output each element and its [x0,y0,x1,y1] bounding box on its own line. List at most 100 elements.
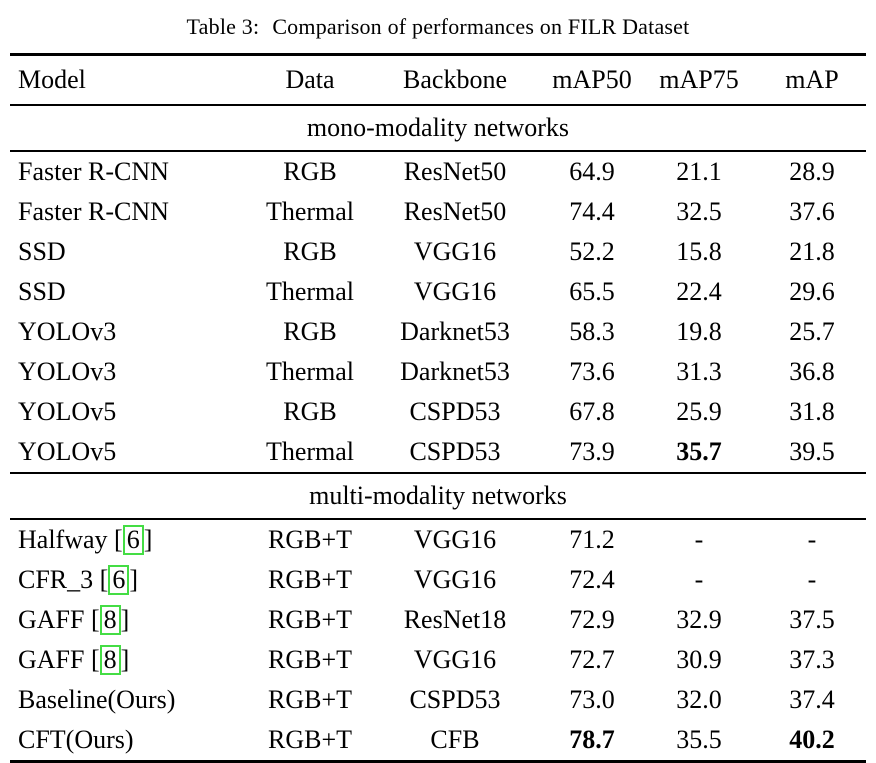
model-name: CFR_3 [18,565,94,594]
data-cell: RGB+T [267,525,352,554]
table-row: SSD Thermal VGG16 65.5 22.4 29.6 [10,272,866,312]
map50-cell: 73.6 [569,357,615,386]
backbone-cell: ResNet50 [403,157,507,186]
map75-cell: 25.9 [676,397,722,426]
map-cell: 25.7 [789,317,835,346]
map50-cell: 64.9 [569,157,615,186]
model-name: GAFF [18,605,85,634]
model-name: GAFF [18,645,85,674]
map75-cell: 32.9 [676,605,722,634]
data-cell: RGB [283,317,337,346]
map-cell: 31.8 [789,397,835,426]
map50-cell: 72.4 [569,565,615,594]
map-cell: - [807,565,817,594]
backbone-cell: ResNet50 [403,197,507,226]
map75-cell: 22.4 [676,277,722,306]
col-header-map: mAP [758,54,866,106]
model-cell: YOLOv5 [10,392,254,432]
model-name: Faster R-CNN [18,157,169,186]
citation-link[interactable]: 6 [122,525,144,555]
model-name: YOLOv3 [18,357,117,386]
backbone-cell: Darknet53 [400,357,510,386]
model-cell: SSD [10,272,254,312]
model-cell: GAFF [8] [18,645,130,675]
model-cell: YOLOv3 [10,312,254,352]
model-cell: Baseline(Ours) [10,680,254,720]
model-cell: YOLOv3 [10,352,254,392]
map50-cell: 73.0 [569,685,615,714]
map50-cell: 74.4 [569,197,615,226]
map75-cell: 35.7 [676,437,722,466]
citation-link[interactable]: 8 [99,605,121,635]
map75-cell: - [694,525,704,554]
backbone-cell: VGG16 [413,565,497,594]
map-cell: 37.6 [789,197,835,226]
map-cell: 37.3 [789,645,835,674]
map75-cell: 31.3 [676,357,722,386]
backbone-cell: VGG16 [413,525,497,554]
section-row: multi-modality networks [10,472,866,520]
map-cell: 40.2 [789,725,835,754]
results-table: Model Data Backbone mAP50 mAP75 mAP mono… [10,53,866,763]
table-row: Baseline(Ours) RGB+T CSPD53 73.0 32.0 37.4 [10,680,866,720]
table-row: YOLOv5 Thermal CSPD53 73.9 35.7 39.5 [10,432,866,473]
table-row: Faster R-CNN RGB ResNet50 64.9 21.1 28.9 [10,151,866,192]
backbone-cell: CSPD53 [409,437,501,466]
map50-cell: 72.7 [569,645,615,674]
map75-cell: 30.9 [676,645,722,674]
backbone-cell: Darknet53 [400,317,510,346]
section-header: multi-modality networks [10,472,866,520]
map50-cell: 52.2 [569,237,615,266]
backbone-cell: CSPD53 [409,397,501,426]
model-cell: CFT(Ours) [10,720,254,762]
data-cell: RGB [283,157,337,186]
map75-cell: 19.8 [676,317,722,346]
citation-link[interactable]: 8 [99,645,121,675]
map50-cell: 65.5 [569,277,615,306]
data-cell: Thermal [265,197,355,226]
map-cell: - [807,525,817,554]
model-name: CFT(Ours) [18,725,134,754]
backbone-cell: VGG16 [413,237,497,266]
map75-cell: 15.8 [676,237,722,266]
table-row: SSD RGB VGG16 52.2 15.8 21.8 [10,232,866,272]
table-row: Faster R-CNN Thermal ResNet50 74.4 32.5 37.6 [10,192,866,232]
model-name: Halfway [18,525,108,554]
model-cell: SSD [10,232,254,272]
map-cell: 39.5 [789,437,835,466]
data-cell: RGB+T [267,565,352,594]
model-cell: CFR_3 [6] [18,565,138,595]
col-header-map50: mAP50 [544,54,640,106]
map75-cell: 35.5 [676,725,722,754]
model-name: YOLOv5 [18,437,117,466]
map75-cell: 21.1 [676,157,722,186]
caption-text: Comparison of performances on FILR Datas… [272,14,690,39]
model-name: YOLOv5 [18,397,117,426]
data-cell: RGB [283,237,337,266]
map50-cell: 58.3 [569,317,615,346]
map-cell: 28.9 [789,157,835,186]
col-header-model: Model [10,54,254,106]
data-cell: RGB [283,397,337,426]
map50-cell: 73.9 [569,437,615,466]
section-row: mono-modality networks [10,104,866,152]
data-cell: RGB+T [267,725,352,754]
col-header-backbone: Backbone [366,54,544,106]
model-name: Baseline(Ours) [18,685,176,714]
header-row: Model Data Backbone mAP50 mAP75 mAP [10,54,866,106]
citation-link[interactable]: 6 [108,565,130,595]
model-cell: Faster R-CNN [10,192,254,232]
data-cell: Thermal [265,357,355,386]
table-row: YOLOv5 RGB CSPD53 67.8 25.9 31.8 [10,392,866,432]
map-cell: 29.6 [789,277,835,306]
data-cell: Thermal [265,277,355,306]
section-header: mono-modality networks [10,104,866,152]
map50-cell: 71.2 [569,525,615,554]
map-cell: 37.4 [789,685,835,714]
table-row: YOLOv3 RGB Darknet53 58.3 19.8 25.7 [10,312,866,352]
model-cell: Faster R-CNN [10,151,254,192]
map50-cell: 72.9 [569,605,615,634]
map50-cell: 67.8 [569,397,615,426]
data-cell: Thermal [265,437,355,466]
table-row: CFT(Ours) RGB+T CFB 78.7 35.5 40.2 [10,720,866,762]
